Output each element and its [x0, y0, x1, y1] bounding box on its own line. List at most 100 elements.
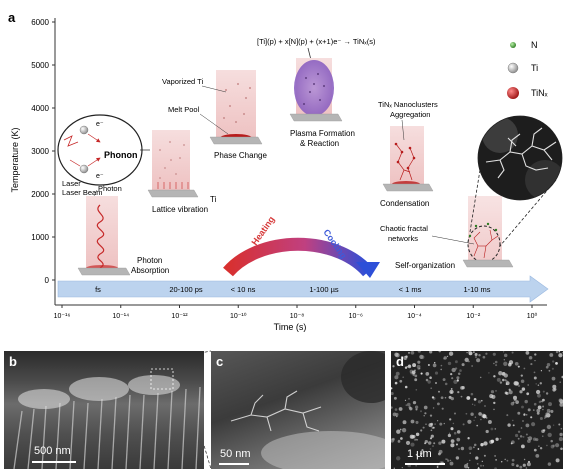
self-organization-label: Self-organization — [395, 261, 455, 270]
phonon-atom-1 — [79, 125, 89, 135]
chaotic-label-1: Chaotic fractal — [380, 224, 428, 233]
condensation-beam-column — [390, 126, 424, 186]
chaotic-label-2: networks — [388, 234, 418, 243]
legend-n-marker — [510, 42, 516, 48]
ti-substrate-6 — [462, 259, 514, 268]
self-org-beam-column — [468, 196, 502, 260]
laser-beam-label-1: Laser — [62, 179, 81, 188]
photon-absorption-label-1: Photon — [137, 256, 162, 265]
zoom-line-left — [469, 169, 481, 233]
stage-plasma: Plasma Formation & Reaction — [289, 58, 355, 148]
chaotic-pointer — [431, 235, 475, 245]
timeline-label: < 10 ns — [231, 285, 256, 294]
ti-substrate-3 — [209, 136, 263, 145]
phonon-atom-2 — [79, 164, 89, 174]
zoom-line-right — [499, 179, 557, 247]
x-tick-label: 10⁰ — [527, 312, 538, 320]
y-tick-label: 4000 — [31, 104, 49, 113]
x-tick-label: 10⁻² — [466, 313, 480, 320]
nanoclusters-label-2: Aggregation — [390, 110, 430, 119]
ti-label: Ti — [210, 195, 217, 204]
phase-beam-column — [216, 70, 256, 138]
x-tick-label: 10⁻¹⁶ — [54, 313, 71, 320]
melt-pool-label: Melt Pool — [168, 105, 200, 114]
x-tick-label: 10⁻¹² — [171, 313, 188, 320]
timeline-labels: fs 20-100 ps < 10 ns 1-100 µs < 1 ms 1-10 ms — [95, 285, 491, 294]
nanoclusters-label-1: TiNₓ Nanoclusters — [378, 100, 438, 109]
stage-lattice-vibration: Lattice vibration Ti — [147, 130, 217, 214]
phase-change-label: Phase Change — [214, 151, 267, 160]
stage-self-organization: Chaotic fractal networks Self-organizati… — [380, 196, 514, 270]
electron-label-1: e⁻ — [96, 121, 104, 128]
timeline-label: 1-10 ms — [463, 285, 490, 294]
ti-substrate-2 — [147, 189, 199, 198]
plasma-label-1: Plasma Formation — [290, 129, 355, 138]
photon-wave — [96, 204, 105, 269]
stage-phase-change: Vaporized Ti Melt Pool Phase Change — [162, 70, 267, 160]
y-tick-label: 2000 — [31, 190, 49, 199]
lattice-vibration-label: Lattice vibration — [152, 205, 208, 214]
timeline-arrow — [57, 275, 549, 303]
y-ticks: 0 1000 2000 3000 4000 5000 6000 — [31, 18, 55, 285]
x-tick-label: 10⁻¹⁴ — [112, 313, 129, 320]
ti-substrate-4 — [289, 113, 343, 122]
timeline-label: < 1 ms — [399, 285, 422, 294]
panel-d-scale-bar — [405, 463, 445, 465]
phonon-inset: e⁻ e⁻ Phonon — [57, 114, 150, 186]
vaporized-ti-label: Vaporized Ti — [162, 77, 203, 86]
plasma-cloud — [294, 60, 334, 116]
photon-label: Photon — [98, 184, 122, 193]
panel-b-zoom-box — [150, 368, 174, 390]
panel-c-scale-label: 50 nm — [220, 448, 251, 460]
y-tick-label: 6000 — [31, 18, 49, 27]
laser-beam-label: Laser Beam — [62, 188, 102, 197]
ti-substrate-5 — [382, 183, 434, 192]
reaction-equation: [Ti](p) + x[N](p) + (x+1)e⁻ → TiNₓ(s) — [257, 37, 376, 46]
timeline-label: 1-100 µs — [309, 285, 339, 294]
stage-photon-absorption: Laser Laser Beam Photon Photon Absorptio… — [62, 179, 169, 276]
timeline-label: 20-100 ps — [169, 285, 203, 294]
phonon-wiggle-1 — [63, 135, 79, 147]
melt-pool-pointer — [199, 113, 229, 135]
y-tick-label: 3000 — [31, 147, 49, 156]
y-tick-label: 1000 — [31, 233, 49, 242]
plasma-label-2: & Reaction — [300, 139, 339, 148]
legend-ti-marker — [507, 62, 519, 74]
panel-a-letter: a — [8, 10, 16, 25]
vaporized-pointer — [201, 85, 227, 93]
panel-b-scale-label: 500 nm — [34, 445, 71, 457]
panel-d-speckle — [391, 351, 563, 469]
x-ticks: 10⁻¹⁶ 10⁻¹⁴ 10⁻¹² 10⁻¹⁰ 10⁻⁸ 10⁻⁶ 10⁻⁴ 10⁻² 10⁰ — [54, 305, 538, 320]
y-tick-label: 0 — [45, 276, 50, 285]
x-axis-label: Time (s) — [274, 322, 307, 332]
panel-c-letter: c — [216, 354, 224, 369]
panel-d-scale-label: 1 µm — [407, 448, 432, 460]
y-axis-label: Temperature (K) — [10, 127, 20, 192]
condensation-label: Condensation — [380, 199, 429, 208]
legend-tin-marker — [507, 87, 519, 99]
cooling-arrowhead — [356, 262, 380, 278]
heating-cooling-arc — [223, 237, 373, 277]
x-tick-label: 10⁻⁴ — [407, 313, 422, 320]
legend: N Ti TiNₓ — [507, 40, 548, 99]
phonon-arrow-3 — [69, 159, 81, 167]
x-tick-label: 10⁻⁶ — [349, 313, 363, 320]
phonon-arrow-1 — [87, 133, 101, 143]
fractal-inset-border — [477, 115, 563, 201]
phonon-arrow-2 — [87, 157, 101, 167]
photon-pointer — [93, 189, 98, 197]
panel-d-sem: d 1 µm — [391, 351, 563, 469]
panel-b-letter: b — [9, 354, 17, 369]
panel-b-sem: b 500 nm — [4, 351, 204, 469]
panel-c-scale-bar — [219, 463, 249, 465]
legend-ti-label: Ti — [531, 63, 538, 73]
legend-n-label: N — [531, 40, 538, 50]
phonon-label: Phonon — [104, 150, 138, 160]
panel-b-scale-bar — [32, 461, 76, 463]
photon-absorption-label-2: Absorption — [131, 266, 169, 275]
electron-label-2: e⁻ — [96, 173, 104, 180]
stage-condensation: TiNₓ Nanoclusters Aggregation Condensati… — [378, 100, 438, 208]
y-tick-label: 5000 — [31, 61, 49, 70]
